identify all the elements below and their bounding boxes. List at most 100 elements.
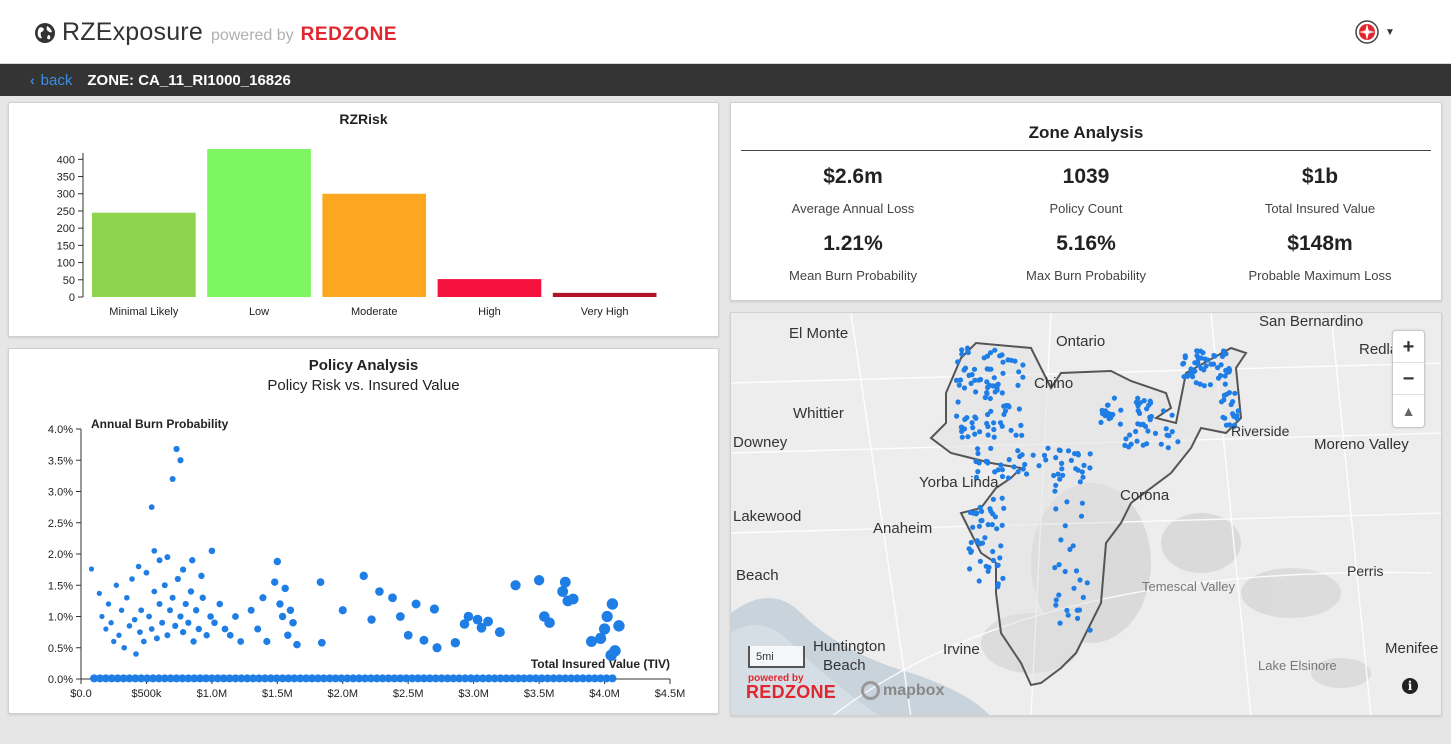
map-canvas[interactable]	[731, 313, 1442, 716]
back-link[interactable]: ‹ back	[30, 72, 72, 89]
bar-very-high	[552, 292, 657, 297]
policy-location-marker	[997, 555, 1003, 561]
policy-location-marker	[991, 420, 997, 426]
policy-location-marker	[990, 383, 996, 389]
policy-location-marker	[1087, 627, 1093, 633]
policy-location-marker	[997, 353, 1003, 359]
rzrisk-title: RZRisk	[339, 111, 388, 127]
policy-location-marker	[992, 469, 998, 475]
user-menu-dropdown[interactable]: ▼	[1355, 20, 1395, 44]
data-point	[343, 674, 352, 683]
data-point	[260, 674, 269, 683]
policy-location-marker	[1073, 568, 1080, 574]
policy-location-marker	[1160, 408, 1167, 414]
policy-location-marker	[1221, 397, 1227, 403]
y-tick-label: 2.5%	[48, 518, 73, 530]
policy-location-marker	[1036, 463, 1042, 469]
policy-location-marker	[1011, 464, 1017, 470]
powered-by-text: powered by	[210, 27, 294, 44]
data-point	[111, 638, 117, 645]
zone-analysis-panel: Zone Analysis $2.6m Average Annual Loss …	[730, 102, 1442, 301]
policy-location-marker	[1075, 467, 1081, 473]
compass-button[interactable]: ▲	[1401, 403, 1416, 419]
data-point	[143, 674, 152, 683]
policy-location-marker	[1056, 562, 1062, 568]
data-point	[179, 629, 187, 636]
map-place-label: Lakewood	[733, 508, 802, 525]
policy-location-marker	[1222, 415, 1228, 421]
policy-location-marker	[1008, 427, 1014, 433]
policy-location-marker	[1223, 422, 1230, 428]
data-point	[449, 674, 458, 683]
mapbox-logo[interactable]: mapbox	[861, 681, 944, 700]
policy-location-marker	[975, 450, 981, 457]
policy-location-marker	[1015, 469, 1021, 475]
data-point	[177, 613, 184, 620]
data-point	[520, 674, 529, 683]
map-place-label: Irvine	[943, 641, 980, 658]
redzone-avatar-icon	[1355, 20, 1379, 44]
data-point	[331, 674, 340, 683]
map-place-label: Riverside	[1231, 423, 1290, 439]
data-point	[137, 629, 143, 636]
map-place-label: Whittier	[793, 405, 844, 422]
policy-location-marker	[969, 420, 975, 426]
x-tick-label: $4.5M	[655, 688, 686, 700]
policy-location-marker	[1133, 428, 1139, 435]
data-point	[243, 674, 252, 683]
policy-location-marker	[1053, 602, 1059, 608]
policy-location-marker	[968, 539, 974, 546]
data-point	[173, 445, 180, 453]
data-point	[276, 600, 284, 608]
policy-location-marker	[968, 549, 974, 555]
zoom-out-button[interactable]: −	[1393, 363, 1424, 395]
policy-location-marker	[1005, 475, 1011, 481]
data-point	[119, 674, 128, 683]
zone-map[interactable]: El Monte Ontario San Bernardino Redlands Chi…	[730, 312, 1442, 716]
policy-location-marker	[988, 445, 994, 451]
x-axis-title: Total Insured Value (TIV)	[531, 657, 670, 671]
policy-location-marker	[982, 394, 988, 401]
data-point	[159, 619, 166, 626]
policy-location-marker	[1017, 453, 1023, 460]
policy-location-marker	[1052, 565, 1058, 571]
data-point	[124, 594, 130, 601]
policy-location-marker	[1212, 353, 1218, 359]
policy-location-marker	[1182, 355, 1188, 361]
brand-logo[interactable]: RZExposure powered by REDZONE	[34, 18, 397, 47]
policy-location-marker	[1053, 597, 1059, 603]
data-point	[514, 674, 523, 683]
map-place-label: Downey	[733, 434, 788, 451]
policy-location-marker	[986, 564, 992, 570]
data-point	[496, 674, 505, 683]
data-point	[160, 674, 169, 683]
data-point	[281, 584, 289, 593]
stat-mean-burn-probability: 1.21% Mean Burn Probability	[735, 232, 971, 283]
policy-location-marker	[1084, 580, 1090, 586]
policy-location-marker	[977, 504, 983, 510]
data-point	[319, 674, 328, 683]
map-place-label: El Monte	[789, 325, 849, 342]
data-point	[143, 569, 150, 576]
policy-location-marker	[999, 467, 1005, 473]
policy-location-marker	[1134, 438, 1140, 444]
policy-location-marker	[1022, 461, 1028, 468]
policy-location-marker	[1064, 607, 1070, 613]
policy-location-marker	[954, 413, 960, 419]
policy-location-marker	[953, 377, 960, 383]
policy-analysis-title: Policy Analysis	[308, 357, 419, 374]
y-tick-label: 350	[57, 172, 75, 184]
policy-location-marker	[1180, 361, 1186, 367]
policy-location-marker	[1015, 448, 1021, 454]
data-point	[425, 674, 434, 683]
data-point	[167, 607, 174, 614]
data-point	[237, 674, 246, 683]
data-point	[207, 613, 214, 620]
y-tick-label: 250	[57, 206, 75, 218]
zoom-in-button[interactable]: +	[1393, 331, 1424, 363]
info-icon[interactable]: i	[1402, 678, 1418, 694]
policy-analysis-subtitle: Policy Risk vs. Insured Value	[267, 377, 460, 394]
data-point	[601, 610, 613, 623]
policy-location-marker	[959, 347, 965, 353]
map-place-label: Temescal Valley	[1142, 579, 1235, 594]
